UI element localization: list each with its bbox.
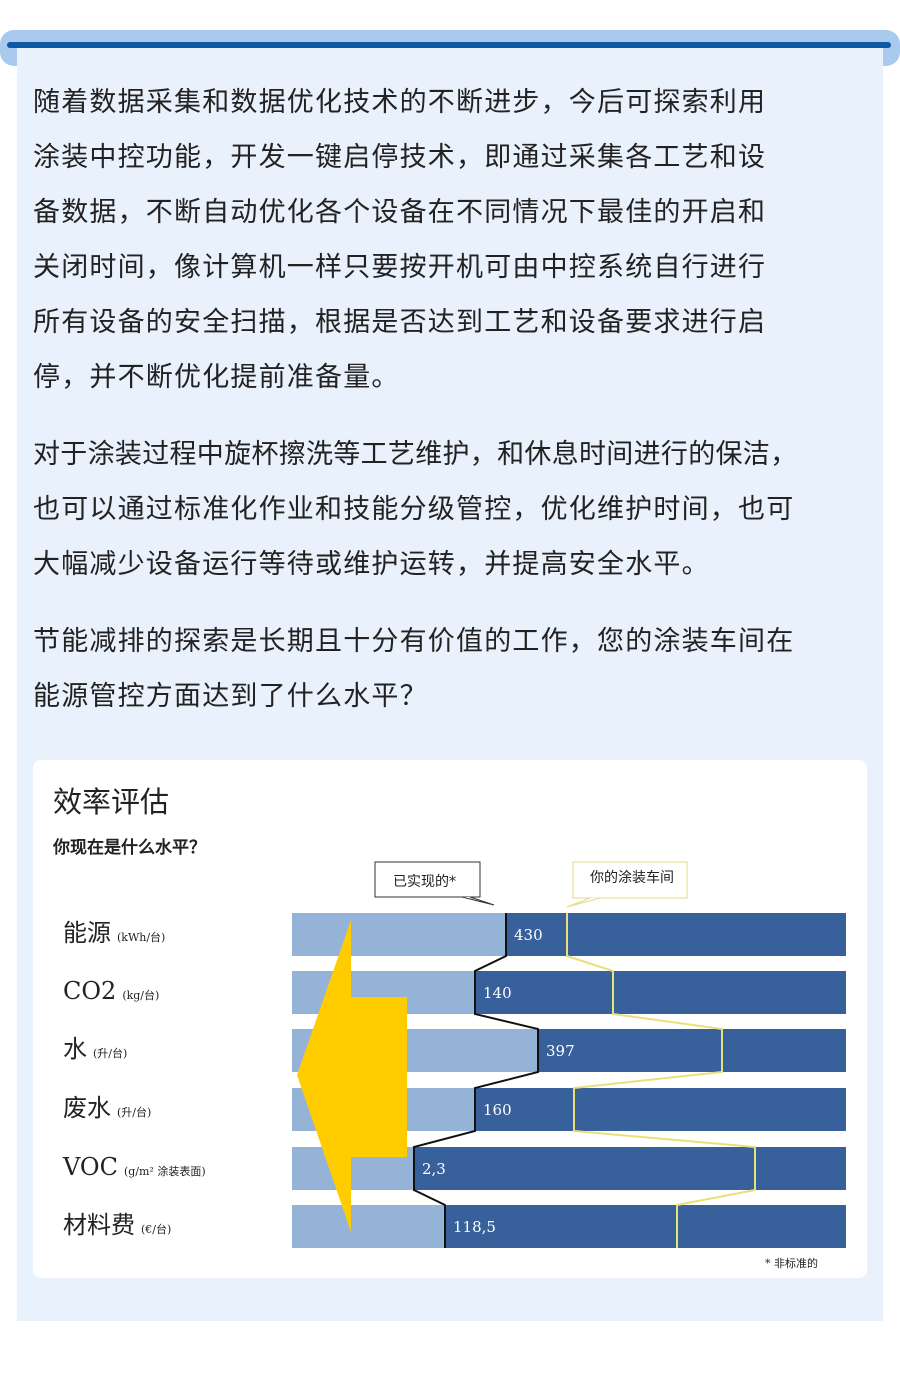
row-label: 废水 (升/台) [63, 1094, 151, 1122]
row-unit: (升/台) [117, 1105, 151, 1119]
text-line: 关闭时间，像计算机一样只要按开机可由中控系统自行进行 [33, 252, 767, 283]
paragraph-2: 对于涂装过程中旋杯擦洗等工艺维护，和休息时间进行的保洁， 也可以通过标准化作业和… [33, 427, 883, 592]
callout-yours-pointer [566, 897, 601, 908]
row-unit: (€/台) [141, 1222, 171, 1236]
text-line: 也可以通过标准化作业和技能分级管控，优化维护时间，也可 [33, 494, 795, 525]
row-unit: (升/台) [93, 1046, 127, 1060]
bar-value: 140 [483, 984, 512, 1002]
your-shop-line [566, 913, 756, 1248]
callout-achieved: 已实现的* [393, 874, 456, 890]
row-name: 水 [63, 1035, 87, 1063]
header-line [7, 42, 891, 48]
figure-card [33, 760, 867, 1278]
text-line: 涂装中控功能，开发一键启停技术，即通过采集各工艺和设 [33, 142, 767, 173]
paragraph-1: 随着数据采集和数据优化技术的不断进步，今后可探索利用 涂装中控功能，开发一键启停… [33, 75, 883, 405]
callout-achieved-box [374, 861, 481, 898]
bar-achieved-light [292, 1205, 445, 1248]
row-label: 材料费 (€/台) [63, 1211, 171, 1239]
arrow-left-icon [297, 920, 407, 1232]
text-line: 随着数据采集和数据优化技术的不断进步，今后可探索利用 [33, 87, 767, 118]
bar-remaining-dark [475, 971, 846, 1014]
callout-achieved-pointer [461, 896, 495, 906]
footnote: * 非标准的 [765, 1256, 818, 1270]
bar-remaining-dark [506, 913, 846, 956]
bar-value: 2,3 [422, 1160, 446, 1178]
text-line: 对于涂装过程中旋杯擦洗等工艺维护，和休息时间进行的保洁， [33, 439, 798, 470]
bar-value: 430 [514, 926, 543, 944]
bar-remaining-dark [445, 1205, 846, 1248]
callout-yours-box [572, 861, 688, 899]
callout-yours: 你的涂装车间 [590, 869, 674, 886]
row-unit: (kWh/台) [117, 930, 165, 944]
text-line: 大幅减少设备运行等待或维护运转，并提高安全水平。 [33, 549, 710, 580]
row-label: 能源 (kWh/台) [63, 919, 165, 947]
row-label: VOC (g/m² 涂装表面) [62, 1153, 206, 1181]
bar-remaining-dark [538, 1029, 846, 1072]
bar-value: 397 [546, 1042, 575, 1060]
bar-value: 118,5 [453, 1218, 496, 1236]
row-label: CO2 (kg/台) [63, 977, 159, 1005]
row-name: VOC [62, 1153, 118, 1181]
text-line: 所有设备的安全扫描，根据是否达到工艺和设备要求进行启 [33, 307, 767, 338]
text-line: 能源管控方面达到了什么水平？ [33, 681, 428, 712]
row-label: 水 (升/台) [63, 1035, 127, 1063]
achieved-line [413, 913, 539, 1248]
row-unit: (kg/台) [122, 988, 159, 1002]
row-name: CO2 [63, 977, 116, 1005]
text-line: 停，并不断优化提前准备量。 [33, 362, 400, 393]
bar-achieved-light [292, 913, 506, 956]
row-name: 材料费 [63, 1211, 135, 1239]
bar-remaining-dark [414, 1147, 846, 1190]
paragraph-3: 节能减排的探索是长期且十分有价值的工作，您的涂装车间在 能源管控方面达到了什么水… [33, 614, 883, 724]
row-unit: (g/m² 涂装表面) [124, 1164, 206, 1178]
row-name: 能源 [63, 919, 111, 947]
figure-subtitle: 你现在是什么水平？ [52, 837, 206, 858]
row-name: 废水 [63, 1094, 111, 1122]
text-line: 节能减排的探索是长期且十分有价值的工作，您的涂装车间在 [33, 626, 795, 657]
figure-title: 效率评估 [53, 785, 169, 819]
bar-value: 160 [483, 1101, 512, 1119]
bar-remaining-dark [475, 1088, 846, 1131]
text-line: 备数据，不断自动优化各个设备在不同情况下最佳的开启和 [33, 197, 767, 228]
